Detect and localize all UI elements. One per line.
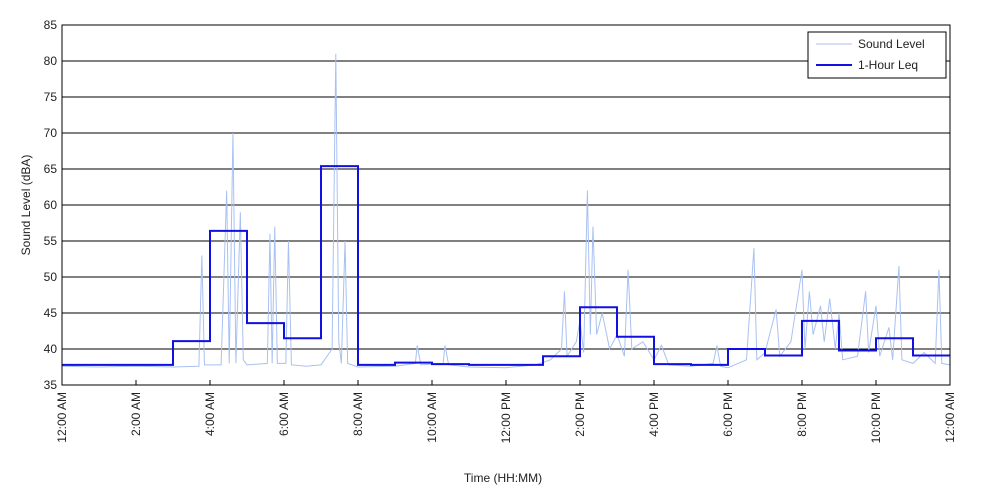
y-tick-label: 35	[44, 378, 58, 392]
legend-label: Sound Level	[858, 37, 925, 51]
plot-frame	[61, 24, 951, 386]
legend-box	[807, 31, 947, 79]
y-tick-label: 80	[44, 54, 58, 68]
x-tick-label: 4:00 PM	[647, 392, 661, 437]
sound-level-line	[61, 53, 951, 369]
x-tick-label: 8:00 PM	[795, 392, 809, 437]
x-tick-label: 10:00 AM	[425, 392, 439, 443]
y-axis-label: Sound Level (dBA)	[19, 155, 33, 256]
x-axis-label: Time (HH:MM)	[464, 471, 542, 485]
x-tick-label: 10:00 PM	[869, 392, 883, 443]
x-tick-label: 6:00 PM	[721, 392, 735, 437]
x-tick-label: 8:00 AM	[351, 392, 365, 436]
y-tick-label: 70	[44, 126, 58, 140]
x-tick-label: 4:00 AM	[203, 392, 217, 436]
y-tick-label: 40	[44, 342, 58, 356]
x-tick-label: 2:00 AM	[129, 392, 143, 436]
y-tick-label: 75	[44, 90, 58, 104]
y-tick-label: 65	[44, 162, 58, 176]
legend-label: 1-Hour Leq	[858, 58, 918, 72]
leq-step-line	[62, 165, 950, 366]
x-tick-label: 2:00 PM	[573, 392, 587, 437]
y-tick-label: 55	[44, 234, 58, 248]
x-tick-label: 12:00 AM	[943, 392, 957, 443]
y-tick-label: 60	[44, 198, 58, 212]
x-tick-label: 12:00 AM	[55, 392, 69, 443]
x-tick-label: 6:00 AM	[277, 392, 291, 436]
x-tick-label: 12:00 PM	[499, 392, 513, 443]
y-tick-label: 50	[44, 270, 58, 284]
y-tick-label: 45	[44, 306, 58, 320]
y-tick-label: 85	[44, 18, 58, 32]
